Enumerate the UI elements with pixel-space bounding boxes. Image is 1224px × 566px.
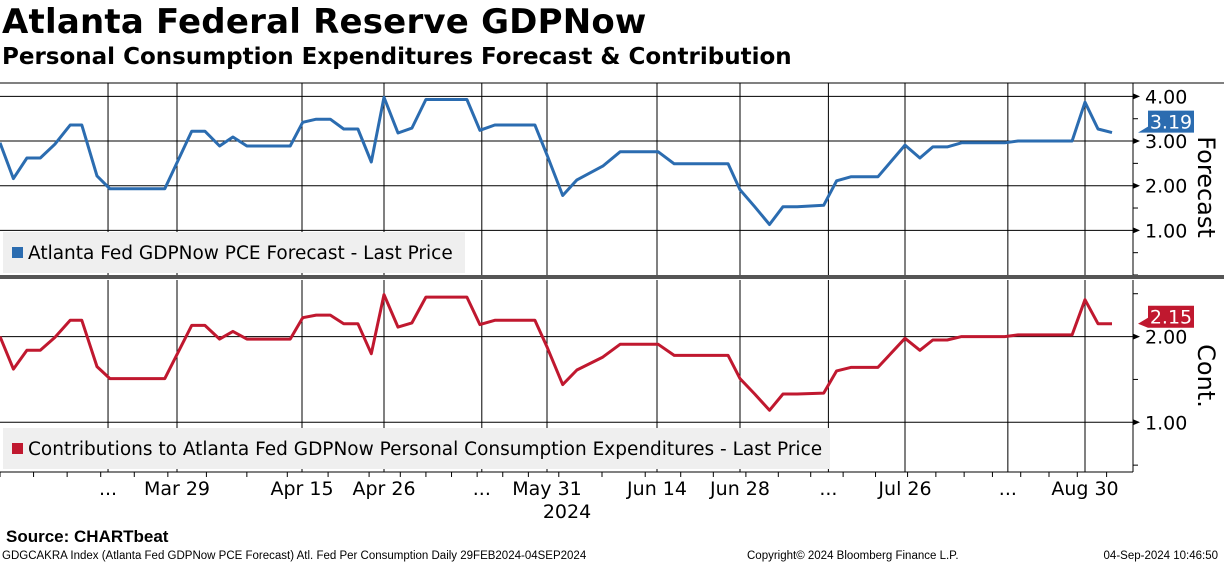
series-line-contribution bbox=[0, 293, 1112, 412]
footer-copyright: Copyright© 2024 Bloomberg Finance L.P. bbox=[747, 550, 959, 562]
axis-title-cont: Cont. bbox=[1192, 344, 1220, 408]
x-tick-label: Mar 29 bbox=[144, 478, 210, 500]
y-tick-label: 2.00 bbox=[1145, 176, 1187, 198]
legend-box bbox=[3, 232, 465, 273]
x-tick-label: ... bbox=[99, 478, 117, 500]
panel-separator bbox=[0, 275, 1224, 279]
x-year-label: 2024 bbox=[543, 501, 591, 523]
y-tick-label: 1.00 bbox=[1145, 412, 1187, 434]
x-tick-label: Jun 14 bbox=[626, 478, 687, 500]
y-tick-label: 3.00 bbox=[1145, 131, 1187, 153]
x-tick-label: May 31 bbox=[512, 478, 582, 500]
x-tick-label: ... bbox=[819, 478, 837, 500]
legend-swatch bbox=[12, 443, 23, 454]
legend-label: Contributions to Atlanta Fed GDPNow Pers… bbox=[28, 439, 822, 460]
x-tick-label: Aug 30 bbox=[1051, 478, 1118, 500]
x-tick-label: Jun 28 bbox=[709, 478, 770, 500]
legend-label: Atlanta Fed GDPNow PCE Forecast - Last P… bbox=[28, 243, 453, 264]
last-value-label: 3.19 bbox=[1150, 112, 1192, 134]
axis-title-forecast: Forecast bbox=[1192, 136, 1220, 238]
footer-ticker: GDGCAKRA Index (Atlanta Fed GDPNow PCE F… bbox=[2, 550, 587, 562]
x-tick-label: Apr 26 bbox=[352, 478, 415, 500]
footer-timestamp: 04-Sep-2024 10:46:50 bbox=[1103, 550, 1218, 562]
y-tick-label: 2.00 bbox=[1145, 327, 1187, 349]
chart-title: Atlanta Federal Reserve GDPNow bbox=[2, 2, 647, 42]
x-tick-label: ... bbox=[999, 478, 1017, 500]
y-tick-label: 4.00 bbox=[1145, 86, 1187, 108]
source-label: Source: CHARTbeat bbox=[6, 527, 169, 546]
y-tick-label: 1.00 bbox=[1145, 220, 1187, 242]
last-value-tag bbox=[1138, 110, 1194, 133]
legend-box bbox=[3, 428, 830, 469]
x-tick-label: Apr 15 bbox=[270, 478, 333, 500]
legend-swatch bbox=[12, 247, 23, 258]
series-line-forecast bbox=[0, 95, 1113, 226]
last-value-label: 2.15 bbox=[1150, 307, 1192, 329]
x-tick-label: ... bbox=[473, 478, 491, 500]
last-value-tag bbox=[1138, 305, 1194, 328]
x-tick-label: Jul 26 bbox=[877, 478, 931, 500]
chart-subtitle: Personal Consumption Expenditures Foreca… bbox=[2, 44, 792, 70]
